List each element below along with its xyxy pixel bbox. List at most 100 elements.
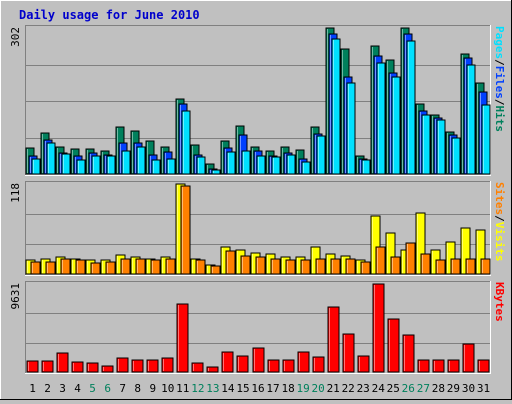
bar-sites-day-10 [165, 258, 176, 275]
bar-pages-day-5 [91, 155, 101, 175]
bar-kbytes-day-27 [417, 359, 430, 373]
bar-sites-day-14 [225, 250, 236, 275]
bar-sites-day-25 [390, 256, 401, 275]
bar-kbytes-day-18 [282, 359, 295, 373]
bar-kbytes-day-31 [477, 359, 490, 373]
bar-sites-day-22 [345, 258, 356, 275]
bar-kbytes-day-21 [327, 306, 340, 373]
legend-entry-kbytes: KBytes [493, 282, 506, 322]
bar-pages-day-30 [466, 64, 476, 175]
bar-sites-day-28 [435, 259, 446, 275]
panel-2: 118 Sites/Visits [9, 181, 506, 276]
bar-sites-day-7 [120, 258, 131, 275]
bar-pages-day-14 [226, 151, 236, 175]
bar-sites-day-16 [255, 256, 266, 275]
bar-pages-day-3 [61, 153, 71, 175]
bar-pages-day-24 [376, 62, 386, 175]
legend-separator: / [493, 215, 506, 222]
bar-pages-day-4 [76, 159, 86, 175]
x-tick-label: 11 [176, 382, 189, 395]
bar-sites-day-3 [60, 258, 71, 275]
legend-separator: / [493, 99, 506, 106]
bar-pages-day-21 [331, 38, 341, 175]
bar-sites-day-29 [450, 258, 461, 275]
bar-pages-day-1 [31, 158, 41, 175]
bar-kbytes-day-6 [101, 365, 114, 373]
legend-entry-pages: Pages [493, 26, 506, 59]
x-tick-label: 4 [74, 382, 81, 395]
bar-kbytes-day-5 [86, 362, 99, 373]
x-axis-labels: 1 2 3 4 5 6 7 8 9 10 11 12 13 14 15 16 17 18 19 20 21 22 23 24 2… [29, 382, 490, 395]
bar-sites-day-8 [135, 258, 146, 275]
panel-1: 302 Pages/Files/Hits [9, 25, 506, 176]
bar-sites-day-13 [210, 265, 221, 275]
bar-kbytes-day-24 [372, 283, 385, 373]
bar-sites-day-24 [375, 246, 386, 275]
x-tick-label: 30 [462, 382, 475, 395]
bar-kbytes-day-14 [221, 351, 234, 373]
x-tick-label: 24 [372, 382, 386, 395]
bar-sites-day-2 [45, 261, 56, 275]
x-tick-label: 18 [281, 382, 294, 395]
bar-pages-day-11 [181, 110, 191, 175]
bar-kbytes-day-28 [432, 359, 445, 373]
bar-sites-day-11 [180, 185, 191, 275]
scale-label: 118 [9, 183, 22, 203]
bar-pages-day-19 [301, 161, 311, 175]
bar-pages-day-28 [436, 119, 446, 175]
bar-kbytes-day-13 [206, 366, 219, 373]
bar-sites-day-6 [105, 261, 116, 275]
bar-sites-day-4 [75, 259, 86, 275]
bar-kbytes-day-3 [56, 352, 69, 373]
bar-pages-day-13 [211, 169, 221, 175]
x-tick-label: 19 [296, 382, 309, 395]
bar-pages-day-18 [286, 154, 296, 175]
bar-kbytes-day-17 [267, 359, 280, 373]
scale-label: 9631 [9, 283, 22, 310]
legend: KBytes [493, 282, 506, 322]
bar-kbytes-day-20 [312, 356, 325, 373]
x-tick-label: 29 [447, 382, 460, 395]
bar-sites-day-12 [195, 259, 206, 275]
panel-3: 9631 KBytes [9, 281, 506, 374]
bar-pages-day-6 [106, 155, 116, 175]
x-tick-label: 25 [387, 382, 400, 395]
x-tick-label: 21 [327, 382, 340, 395]
bar-kbytes-day-11 [176, 303, 189, 373]
bar-pages-day-10 [166, 158, 176, 175]
bar-sites-day-18 [285, 259, 296, 275]
bar-sites-day-27 [420, 253, 431, 275]
bar-kbytes-day-2 [41, 360, 54, 373]
bar-kbytes-day-9 [146, 359, 159, 373]
bar-sites-day-17 [270, 258, 281, 275]
bar-sites-day-15 [240, 255, 251, 275]
bar-sites-day-20 [315, 258, 326, 275]
legend: Pages/Files/Hits [493, 26, 506, 132]
bar-kbytes-day-30 [462, 343, 475, 373]
scale-label: 302 [9, 27, 22, 47]
x-tick-label: 1 [29, 382, 36, 395]
x-tick-label: 20 [311, 382, 324, 395]
legend-entry-sites: Sites [493, 182, 506, 215]
bar-pages-day-9 [151, 159, 161, 175]
x-tick-label: 22 [342, 382, 355, 395]
bar-pages-day-2 [46, 142, 56, 175]
bar-kbytes-day-19 [297, 351, 310, 373]
chart-title: Daily usage for June 2010 [19, 8, 200, 22]
bar-pages-day-22 [346, 82, 356, 175]
bar-sites-day-30 [465, 258, 476, 275]
bar-pages-day-8 [136, 146, 146, 175]
bar-kbytes-day-7 [116, 357, 129, 373]
bar-kbytes-day-1 [26, 360, 39, 373]
x-tick-label: 8 [134, 382, 141, 395]
bar-kbytes-day-10 [161, 357, 174, 373]
bar-sites-day-31 [480, 258, 491, 275]
x-tick-label: 16 [251, 382, 264, 395]
x-tick-label: 15 [236, 382, 249, 395]
bar-kbytes-day-8 [131, 359, 144, 373]
bar-pages-day-16 [256, 155, 266, 175]
bar-sites-day-1 [30, 261, 41, 275]
bar-sites-day-26 [405, 242, 416, 275]
